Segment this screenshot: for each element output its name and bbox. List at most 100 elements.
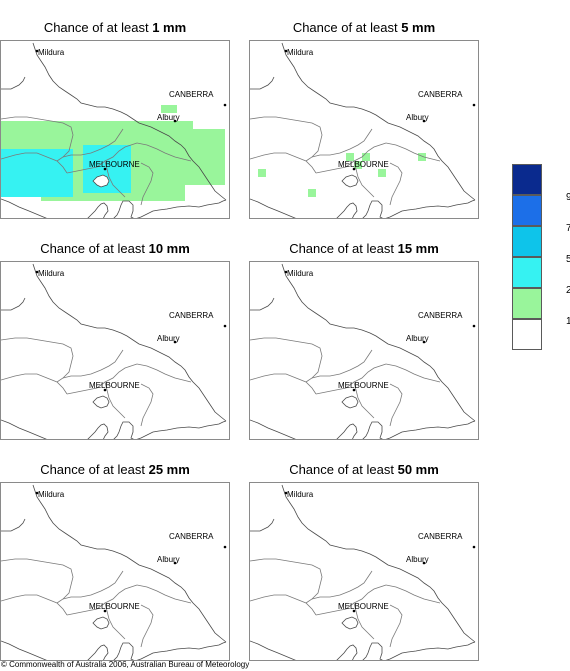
probability-cell bbox=[105, 129, 113, 137]
probability-cell bbox=[9, 121, 17, 129]
probability-cell bbox=[17, 121, 25, 129]
probability-cell bbox=[169, 153, 177, 161]
legend-label-25: 25% bbox=[565, 285, 570, 296]
probability-cell bbox=[83, 161, 91, 169]
district-boundary bbox=[250, 337, 323, 383]
state-border bbox=[250, 518, 275, 532]
probability-cell bbox=[258, 169, 266, 177]
probability-cell bbox=[25, 165, 33, 173]
panel-title-1mm: Chance of at least 1 mm bbox=[43, 20, 187, 35]
coastline bbox=[250, 419, 476, 439]
probability-cell bbox=[65, 149, 73, 157]
probability-cell bbox=[123, 169, 131, 177]
map-svg: Mildura CANBERRA Albury MELBOURNE bbox=[250, 42, 476, 218]
probability-cell bbox=[49, 157, 57, 165]
probability-cell bbox=[17, 137, 25, 145]
probability-cell bbox=[153, 129, 161, 137]
probability-cell bbox=[137, 193, 145, 201]
probability-cell bbox=[1, 165, 9, 173]
probability-cell bbox=[217, 129, 225, 137]
probability-cell bbox=[9, 149, 17, 157]
probability-cell bbox=[145, 121, 153, 129]
probability-cell bbox=[115, 185, 123, 193]
probability-cell bbox=[308, 189, 316, 197]
port-phillip-bay bbox=[341, 395, 359, 409]
coastline bbox=[1, 198, 227, 218]
probability-cell bbox=[113, 193, 121, 201]
probability-cell bbox=[25, 181, 33, 189]
probability-cell bbox=[33, 189, 41, 197]
probability-cell bbox=[169, 145, 177, 153]
probability-cell bbox=[99, 153, 107, 161]
probability-cell bbox=[65, 129, 73, 137]
probability-cell bbox=[161, 193, 169, 201]
probability-cell bbox=[137, 137, 145, 145]
probability-cell bbox=[97, 129, 105, 137]
map-svg: Mildura CANBERRA Albury MELBOURNE bbox=[250, 484, 476, 660]
port-phillip-bay bbox=[92, 395, 110, 409]
probability-cell bbox=[65, 173, 73, 181]
probability-cell bbox=[137, 177, 145, 185]
probability-cell bbox=[145, 177, 153, 185]
probability-cell bbox=[83, 169, 91, 177]
probability-cell bbox=[193, 145, 201, 153]
probability-cell bbox=[354, 161, 362, 169]
probability-cell bbox=[89, 121, 97, 129]
district-boundary bbox=[315, 363, 387, 395]
probability-cell bbox=[145, 161, 153, 169]
probability-cell bbox=[201, 129, 209, 137]
probability-cell bbox=[177, 161, 185, 169]
probability-cell bbox=[145, 137, 153, 145]
probability-cell bbox=[105, 137, 113, 145]
probability-cell bbox=[193, 177, 201, 185]
probability-cell bbox=[107, 161, 115, 169]
probability-cell bbox=[25, 137, 33, 145]
probability-cell bbox=[73, 145, 81, 153]
district-boundary bbox=[1, 558, 74, 604]
probability-cell bbox=[57, 165, 65, 173]
panel-title-25mm: Chance of at least 25 mm bbox=[40, 462, 190, 477]
mildura-label: Mildura bbox=[38, 269, 65, 278]
district-boundary bbox=[140, 383, 154, 427]
probability-cell bbox=[113, 121, 121, 129]
probability-cell bbox=[129, 185, 137, 193]
district-boundary bbox=[62, 349, 124, 379]
probability-cell bbox=[145, 153, 153, 161]
district-boundary bbox=[1, 337, 74, 383]
state-border bbox=[32, 484, 227, 643]
port-phillip-bay bbox=[341, 174, 359, 188]
probability-cell bbox=[73, 169, 81, 177]
state-border bbox=[250, 297, 275, 311]
probability-cell bbox=[121, 137, 129, 145]
melbourne-marker bbox=[352, 609, 356, 613]
probability-cell bbox=[17, 181, 25, 189]
district-boundary bbox=[140, 162, 154, 206]
albury-marker bbox=[422, 119, 426, 123]
probability-cell bbox=[91, 153, 99, 161]
probability-cell bbox=[73, 185, 81, 193]
district-boundary bbox=[104, 602, 126, 640]
probability-cell bbox=[25, 121, 33, 129]
probability-cell bbox=[17, 149, 25, 157]
probability-cell bbox=[209, 145, 217, 153]
district-boundary bbox=[62, 570, 124, 600]
district-boundary bbox=[353, 160, 375, 198]
probability-cell bbox=[97, 137, 105, 145]
probability-cell bbox=[83, 153, 91, 161]
probability-cell bbox=[121, 121, 129, 129]
albury-label: Albury bbox=[157, 113, 180, 122]
probability-cell bbox=[161, 121, 169, 129]
probability-cell bbox=[49, 129, 57, 137]
albury-label: Albury bbox=[406, 334, 429, 343]
mildura-label: Mildura bbox=[287, 269, 314, 278]
probability-cell bbox=[17, 173, 25, 181]
probability-cell bbox=[169, 137, 177, 145]
probability-cell bbox=[115, 153, 123, 161]
canberra-label: CANBERRA bbox=[418, 311, 463, 320]
probability-cell bbox=[57, 121, 65, 129]
probability-cell bbox=[81, 121, 89, 129]
probability-cell bbox=[201, 169, 209, 177]
canberra-label: CANBERRA bbox=[169, 90, 214, 99]
probability-cell bbox=[137, 121, 145, 129]
albury-label: Albury bbox=[406, 113, 429, 122]
